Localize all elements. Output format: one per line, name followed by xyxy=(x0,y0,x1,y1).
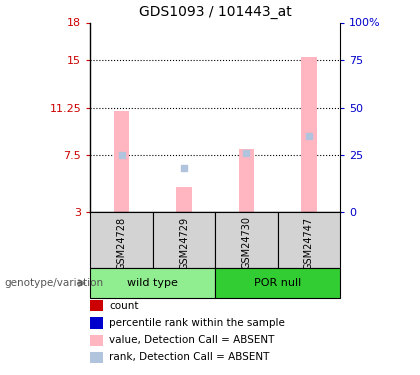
Bar xyxy=(278,212,340,268)
Text: GSM24729: GSM24729 xyxy=(179,216,189,270)
Bar xyxy=(90,212,153,268)
Bar xyxy=(176,187,192,212)
Text: GSM24730: GSM24730 xyxy=(241,216,252,269)
Bar xyxy=(153,212,215,268)
Text: percentile rank within the sample: percentile rank within the sample xyxy=(109,318,285,328)
Title: GDS1093 / 101443_at: GDS1093 / 101443_at xyxy=(139,5,291,19)
Text: count: count xyxy=(109,301,139,310)
Text: GSM24747: GSM24747 xyxy=(304,216,314,270)
Bar xyxy=(301,57,317,212)
Text: GSM24728: GSM24728 xyxy=(116,216,126,270)
Text: genotype/variation: genotype/variation xyxy=(4,278,103,288)
Text: rank, Detection Call = ABSENT: rank, Detection Call = ABSENT xyxy=(109,352,270,362)
Bar xyxy=(215,268,340,298)
Text: wild type: wild type xyxy=(127,278,178,288)
Bar xyxy=(90,268,215,298)
Text: value, Detection Call = ABSENT: value, Detection Call = ABSENT xyxy=(109,335,275,345)
Bar xyxy=(114,111,129,212)
Bar xyxy=(215,212,278,268)
Text: POR null: POR null xyxy=(254,278,302,288)
Bar xyxy=(239,149,254,212)
